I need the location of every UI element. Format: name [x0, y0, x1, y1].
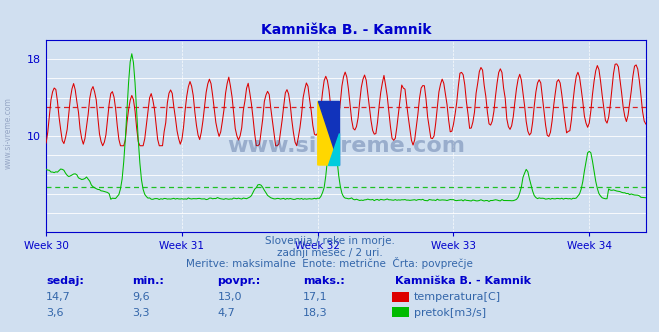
- Text: 4,7: 4,7: [217, 308, 235, 318]
- Text: Kamniška B. - Kamnik: Kamniška B. - Kamnik: [395, 276, 531, 286]
- Title: Kamniška B. - Kamnik: Kamniška B. - Kamnik: [261, 23, 431, 37]
- Text: Meritve: maksimalne  Enote: metrične  Črta: povprečje: Meritve: maksimalne Enote: metrične Črta…: [186, 257, 473, 269]
- Text: 3,6: 3,6: [46, 308, 64, 318]
- Text: temperatura[C]: temperatura[C]: [414, 292, 501, 302]
- Text: www.si-vreme.com: www.si-vreme.com: [4, 97, 13, 169]
- Text: Slovenija / reke in morje.: Slovenija / reke in morje.: [264, 236, 395, 246]
- Polygon shape: [318, 102, 339, 165]
- Text: www.si-vreme.com: www.si-vreme.com: [227, 136, 465, 156]
- Text: pretok[m3/s]: pretok[m3/s]: [414, 308, 486, 318]
- Text: min.:: min.:: [132, 276, 163, 286]
- Polygon shape: [328, 133, 339, 165]
- Text: maks.:: maks.:: [303, 276, 345, 286]
- Text: 3,3: 3,3: [132, 308, 150, 318]
- Text: 14,7: 14,7: [46, 292, 71, 302]
- Text: 18,3: 18,3: [303, 308, 328, 318]
- Text: 17,1: 17,1: [303, 292, 328, 302]
- Text: 13,0: 13,0: [217, 292, 242, 302]
- Text: povpr.:: povpr.:: [217, 276, 261, 286]
- Text: zadnji mesec / 2 uri.: zadnji mesec / 2 uri.: [277, 248, 382, 258]
- Polygon shape: [318, 102, 339, 165]
- Text: sedaj:: sedaj:: [46, 276, 84, 286]
- Text: 9,6: 9,6: [132, 292, 150, 302]
